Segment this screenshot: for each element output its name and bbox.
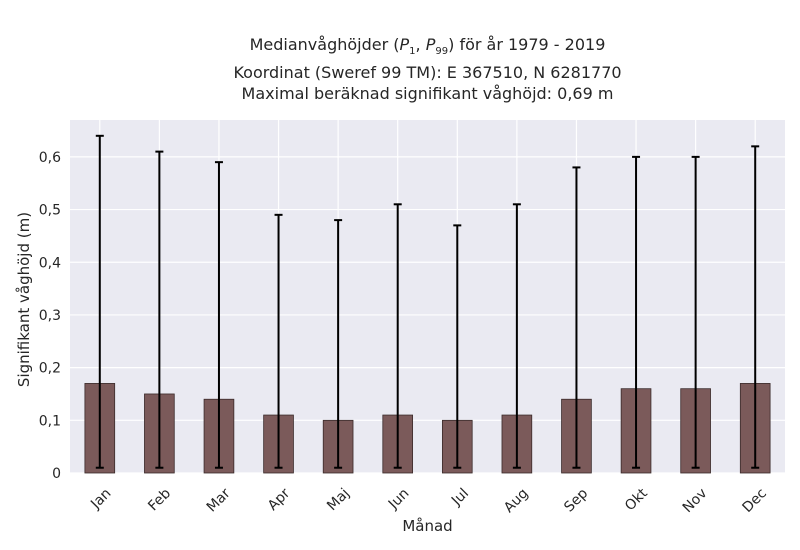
- y-tick-label: 0,3: [39, 308, 61, 324]
- chart-title: Medianvåghöjder (P1, P99) för år 1979 - …: [70, 34, 785, 104]
- x-tick-label: Dec: [739, 485, 769, 515]
- y-axis-label: Signifikant våghöjd (m): [15, 212, 33, 387]
- y-tick-label: 0,1: [39, 413, 61, 429]
- title-suffix: ) för år 1979 - 2019: [448, 35, 606, 54]
- y-tick-label: 0,4: [39, 255, 61, 271]
- chart-title-line-3: Maximal beräknad signifikant våghöjd: 0,…: [241, 84, 614, 103]
- y-tick-label: 0,6: [39, 150, 61, 166]
- p99-symbol: P: [425, 35, 436, 54]
- plot-area: [70, 120, 785, 473]
- x-tick-label: Nov: [680, 485, 711, 516]
- x-tick-label: Jun: [385, 485, 412, 512]
- x-tick-label: Maj: [324, 485, 353, 514]
- x-axis-label: Månad: [402, 517, 452, 535]
- title-separator: ,: [415, 35, 426, 54]
- y-tick-label: 0,2: [39, 361, 61, 377]
- x-tick-label: Jul: [448, 485, 472, 509]
- x-tick-label: Feb: [145, 485, 174, 514]
- title-prefix: Medianvåghöjder (: [249, 35, 400, 54]
- x-tick-label: Mar: [204, 485, 234, 515]
- x-tick-label: Jan: [87, 485, 114, 512]
- p1-subscript: 1: [409, 46, 416, 57]
- x-tick-label: Aug: [501, 485, 532, 516]
- chart-title-line-1: Medianvåghöjder (P1, P99) för år 1979 - …: [70, 34, 785, 62]
- y-tick-label: 0: [52, 466, 61, 482]
- p1-symbol: P: [399, 35, 410, 54]
- x-tick-label: Apr: [265, 485, 294, 514]
- y-tick-label: 0,5: [39, 203, 61, 219]
- x-tick-label: Okt: [622, 485, 651, 514]
- p99-subscript: 99: [435, 46, 449, 57]
- x-tick-label: Sep: [561, 485, 591, 515]
- chart-title-line-2: Koordinat (Sweref 99 TM): E 367510, N 62…: [233, 63, 622, 82]
